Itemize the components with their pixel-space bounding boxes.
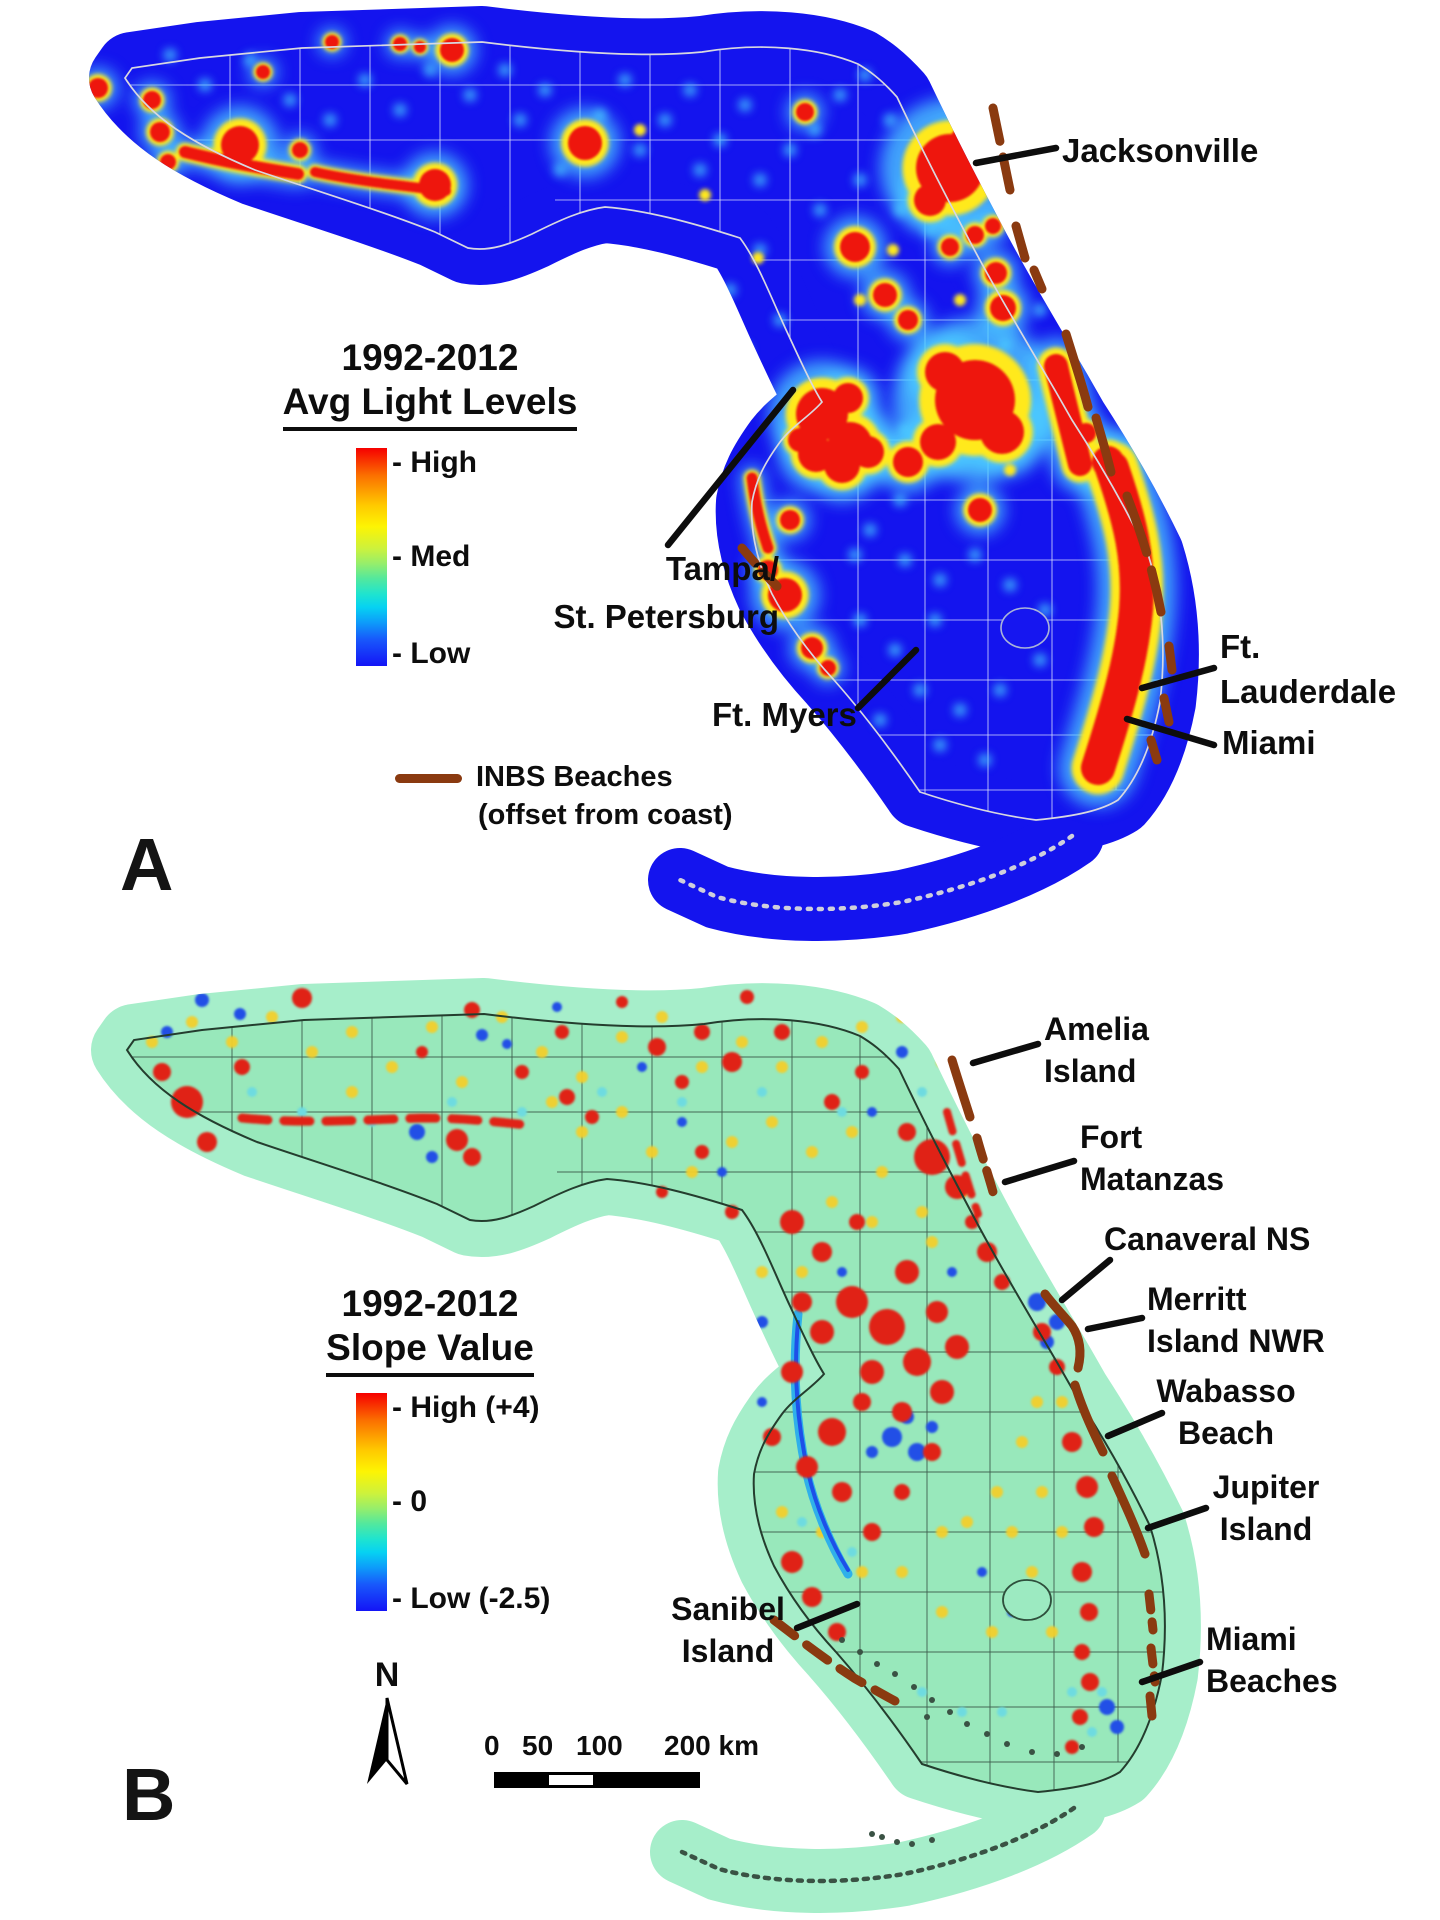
map-label-tampa-line1: Tampa/ (665, 550, 779, 587)
slope-value-map (91, 978, 1210, 1913)
map-label-matanzas-line2: Matanzas (1080, 1161, 1225, 1197)
map-label-tampa-line2: St. Petersburg (553, 598, 779, 635)
legend-title-metric: Avg Light Levels (282, 380, 578, 431)
scale-tick-100: 100 (576, 1730, 623, 1761)
scale-tick-0: 0 (484, 1730, 500, 1761)
map-label-wabasso-line1: Wabasso (1156, 1373, 1296, 1409)
color-ramp-avg-light (356, 448, 387, 666)
map-label-jupiter-line1: Jupiter (1212, 1469, 1320, 1505)
north-arrow-icon (367, 1697, 409, 1785)
inbs-beaches-line-swatch (395, 774, 462, 783)
scale-bar-white-segment (546, 1772, 596, 1788)
scale-tick-200: 200 km (664, 1730, 759, 1761)
map-label-sanibel-line1: Sanibel (671, 1591, 785, 1627)
map-label-wabasso-line2: Beach (1177, 1415, 1275, 1451)
ramp-tick-zero-b: - 0 (392, 1485, 428, 1518)
map-label-sanibel-island: Sanibel Island (638, 1588, 818, 1672)
map-label-tampa-st-petersburg: Tampa/ St. Petersburg (527, 545, 779, 641)
map-label-canaveral-ns: Canaveral NS (1104, 1221, 1311, 1257)
inbs-beaches-label-line1: INBS Beaches (476, 761, 673, 793)
map-label-miami-beaches-line1: Miami (1206, 1621, 1297, 1657)
panel-slope-value: Amelia Island Fort Matanzas Canaveral NS… (0, 960, 1440, 1920)
ramp-tick-high: - High (392, 446, 477, 479)
avg-light-levels-map (77, 6, 1218, 941)
legend-title-slope: 1992-2012 Slope Value (240, 1282, 620, 1377)
ramp-tick-high-b: - High (+4) (392, 1391, 540, 1424)
inbs-beaches-label-line2: (offset from coast) (478, 799, 733, 831)
map-label-jacksonville: Jacksonville (1062, 132, 1259, 169)
map-label-ft-lauderdale: Ft. Lauderdale (1220, 624, 1396, 714)
panel-letter-a: A (120, 823, 174, 906)
ramp-tick-low-b: - Low (-2.5) (392, 1582, 551, 1615)
map-label-amelia-island: Amelia Island (1044, 1008, 1149, 1092)
color-ramp-slope (356, 1393, 387, 1611)
panel-avg-light-levels: Jacksonville Tampa/ St. Petersburg Ft. M… (77, 6, 1396, 941)
map-label-ft-lauderdale-line2: Lauderdale (1220, 673, 1397, 710)
map-label-merritt-line2: Island NWR (1147, 1323, 1325, 1359)
map-label-miami: Miami (1222, 724, 1316, 761)
map-label-jupiter-line2: Island (1219, 1511, 1313, 1547)
map-label-amelia-line1: Amelia (1044, 1011, 1149, 1047)
scale-bar (494, 1772, 700, 1788)
north-label: N (374, 1656, 400, 1694)
ramp-tick-med: - Med (392, 540, 471, 573)
map-label-wabasso-beach: Wabasso Beach (1136, 1370, 1316, 1454)
scale-tick-50: 50 (522, 1730, 554, 1761)
panel-letter-b: B (122, 1753, 176, 1836)
legend-title-avg-light: 1992-2012 Avg Light Levels (240, 336, 620, 431)
map-label-matanzas-line1: Fort (1080, 1119, 1143, 1155)
map-label-merritt-island-nwr: Merritt Island NWR (1147, 1278, 1325, 1362)
legend-title-years: 1992-2012 (341, 337, 519, 378)
map-label-jupiter-island: Jupiter Island (1176, 1466, 1356, 1550)
legend-title-years-b: 1992-2012 (341, 1283, 519, 1324)
legend-title-metric-b: Slope Value (326, 1326, 534, 1377)
map-label-ft-lauderdale-line1: Ft. (1220, 628, 1261, 665)
map-label-miami-beaches-line2: Beaches (1206, 1663, 1338, 1699)
map-label-fort-matanzas: Fort Matanzas (1080, 1116, 1224, 1200)
map-label-ft-myers: Ft. Myers (712, 696, 857, 733)
map-label-amelia-line2: Island (1044, 1053, 1137, 1089)
ramp-tick-low: - Low (392, 637, 471, 670)
map-label-miami-beaches: Miami Beaches (1206, 1618, 1338, 1702)
map-label-sanibel-line2: Island (681, 1633, 775, 1669)
map-label-merritt-line1: Merritt (1147, 1281, 1247, 1317)
